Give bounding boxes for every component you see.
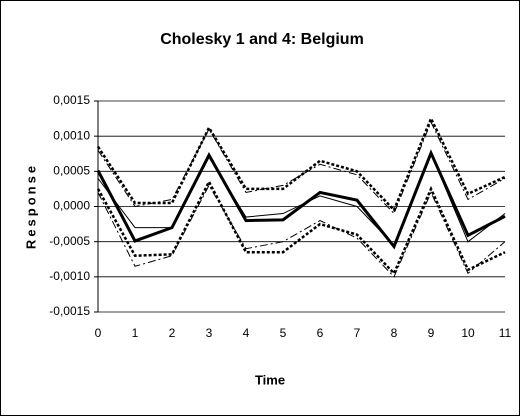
x-tick-label: 9	[428, 326, 435, 340]
chart-title: Cholesky 1 and 4: Belgium	[160, 31, 364, 48]
y-axis-title: Response	[23, 163, 38, 249]
y-tick-label: -0,0010	[49, 269, 90, 283]
y-tick-label: 0,0015	[53, 93, 90, 107]
x-tick-label: 10	[461, 326, 475, 340]
x-tick-label: 7	[354, 326, 361, 340]
x-axis-title: Time	[255, 372, 285, 387]
y-tick-label: 0,0005	[53, 164, 90, 178]
x-tick-label: 3	[206, 326, 213, 340]
x-tick-label: 8	[391, 326, 398, 340]
y-tick-label: -0,0015	[49, 304, 90, 318]
x-tick-label: 6	[317, 326, 324, 340]
series-line	[97, 184, 506, 278]
y-tick-label: 0,0000	[53, 199, 90, 213]
x-tick-label: 0	[95, 326, 102, 340]
x-tick-label: 2	[169, 326, 176, 340]
y-tick-label: -0,0005	[49, 234, 90, 248]
series-line	[97, 120, 506, 215]
y-tick-label: 0,0010	[53, 128, 90, 142]
x-tick-label: 4	[243, 326, 250, 340]
series-line	[96, 115, 506, 213]
series-line	[97, 152, 506, 247]
series-line	[96, 149, 506, 250]
series-line	[96, 179, 506, 276]
x-tick-label: 1	[132, 326, 139, 340]
x-tick-label: 11	[499, 326, 512, 340]
x-tick-label: 5	[280, 326, 287, 340]
